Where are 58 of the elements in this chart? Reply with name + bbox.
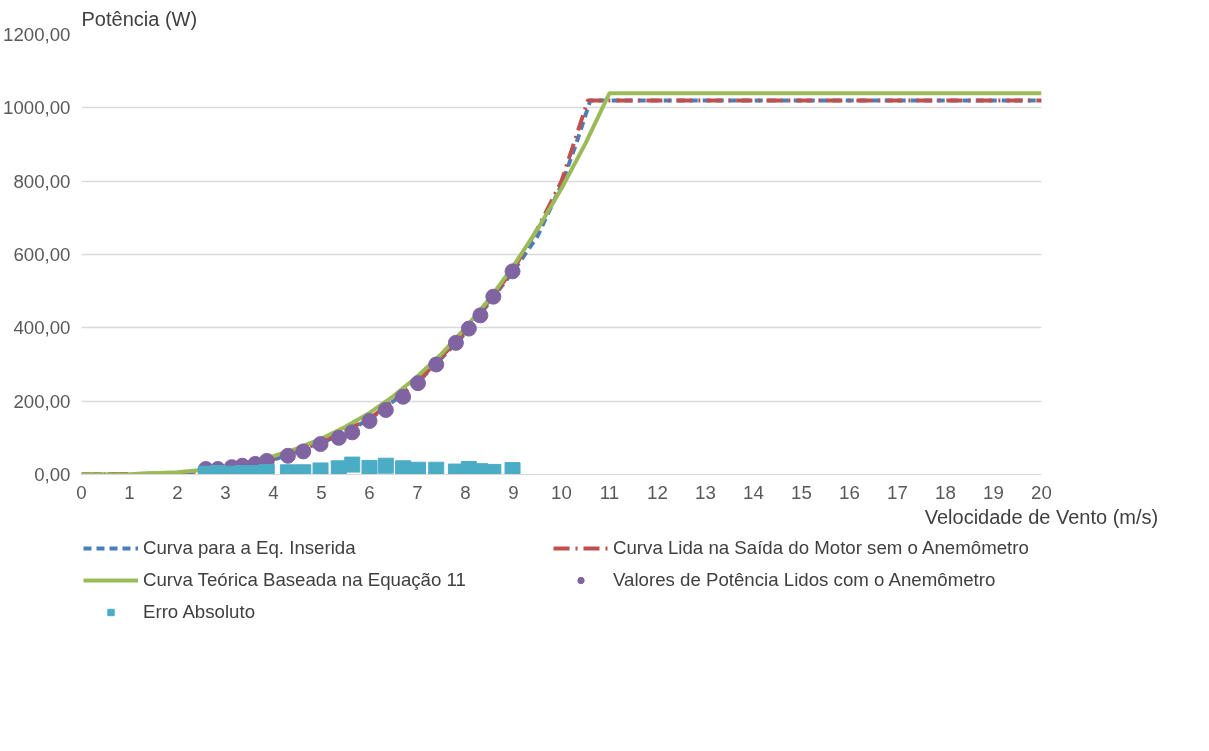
y-tick-label: 1000,00 [3, 97, 71, 119]
point [409, 375, 426, 392]
x-tick-label: 0 [76, 481, 87, 503]
x-tick-label: 19 [983, 481, 1004, 503]
x-tick-label: 3 [220, 481, 231, 503]
x-tick-label: 14 [743, 481, 764, 503]
point [330, 429, 347, 446]
y-axis-title: Potência (W) [81, 7, 198, 30]
point [361, 412, 378, 429]
point [428, 461, 445, 475]
x-tick-label: 20 [1031, 481, 1052, 503]
point [361, 459, 378, 475]
point [295, 443, 312, 460]
x-tick-label: 16 [839, 481, 860, 503]
point [472, 307, 489, 324]
x-tick-label: 4 [268, 481, 279, 503]
point [447, 334, 464, 351]
x-tick-label: 12 [647, 481, 668, 503]
point [409, 461, 426, 475]
point [395, 460, 412, 475]
point [504, 462, 521, 475]
legend-label: Curva Teórica Baseada na Equação 11 [143, 569, 467, 591]
point [312, 462, 329, 475]
x-tick-label: 1 [124, 481, 135, 503]
point [312, 436, 329, 453]
point [344, 424, 361, 441]
legend-label: Curva para a Eq. Inserida [143, 537, 357, 559]
y-tick-label: 200,00 [13, 390, 71, 412]
x-tick-label: 9 [508, 481, 519, 503]
point [460, 320, 477, 337]
legend-label: Curva Lida na Saída do Motor sem o Anemômetro [613, 537, 1029, 559]
x-tick-label: 11 [599, 481, 620, 503]
point [485, 288, 502, 305]
x-tick-label: 18 [935, 481, 956, 503]
point [279, 447, 296, 464]
x-tick-label: 8 [460, 481, 471, 503]
point [377, 457, 394, 474]
point [504, 263, 521, 280]
x-tick-label: 2 [172, 481, 183, 503]
x-tick-label: 15 [791, 481, 812, 503]
y-tick-label: 0,00 [34, 464, 71, 485]
y-tick-label: 800,00 [13, 170, 71, 192]
point [428, 356, 445, 373]
legend-label: Erro Absoluto [143, 601, 256, 623]
point [395, 388, 412, 405]
x-tick-label: 6 [364, 481, 375, 503]
y-tick-label: 400,00 [13, 317, 71, 339]
x-tick-label: 10 [551, 481, 572, 503]
point [377, 401, 394, 418]
x-tick-label: 13 [695, 481, 716, 503]
x-tick-label: 5 [316, 481, 327, 503]
point [344, 456, 361, 473]
y-tick-label: 600,00 [13, 244, 71, 265]
y-tick-label: 1200,00 [3, 24, 71, 45]
x-tick-label: 17 [887, 481, 908, 503]
legend-label: Valores de Potência Lidos com o Anemômetro [613, 569, 997, 591]
x-axis-title: Velocidade de Vento (m/s) [924, 505, 1159, 528]
x-tick-label: 7 [412, 481, 423, 503]
